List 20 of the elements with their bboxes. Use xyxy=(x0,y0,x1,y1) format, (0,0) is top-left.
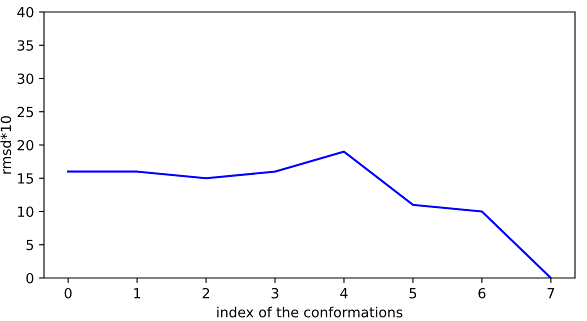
y-tick-label: 30 xyxy=(18,73,34,84)
y-axis-title: rmsd*10 xyxy=(0,116,12,174)
y-tick-label: 0 xyxy=(26,272,34,284)
y-tick-label: 20 xyxy=(18,140,34,150)
x-tick-label: 0 xyxy=(64,288,72,298)
y-tick-label: 35 xyxy=(18,40,34,51)
y-tick-label: 40 xyxy=(17,6,34,18)
y-tick-label: 15 xyxy=(18,173,34,184)
x-tick-label: 6 xyxy=(478,288,486,298)
x-tick-label: 7 xyxy=(548,288,554,298)
x-tick-label: 1 xyxy=(134,288,140,298)
x-axis-title: index of the conformations xyxy=(217,306,402,318)
x-tick-label: 2 xyxy=(202,288,210,298)
y-tick-label: 5 xyxy=(26,240,34,250)
x-tick-label: 5 xyxy=(410,288,416,298)
line-series xyxy=(67,150,552,278)
y-tick-label: 10 xyxy=(18,206,34,217)
x-tick-label: 3 xyxy=(272,288,278,298)
x-tick-label: 4 xyxy=(340,288,348,298)
y-tick-label: 25 xyxy=(18,106,34,118)
